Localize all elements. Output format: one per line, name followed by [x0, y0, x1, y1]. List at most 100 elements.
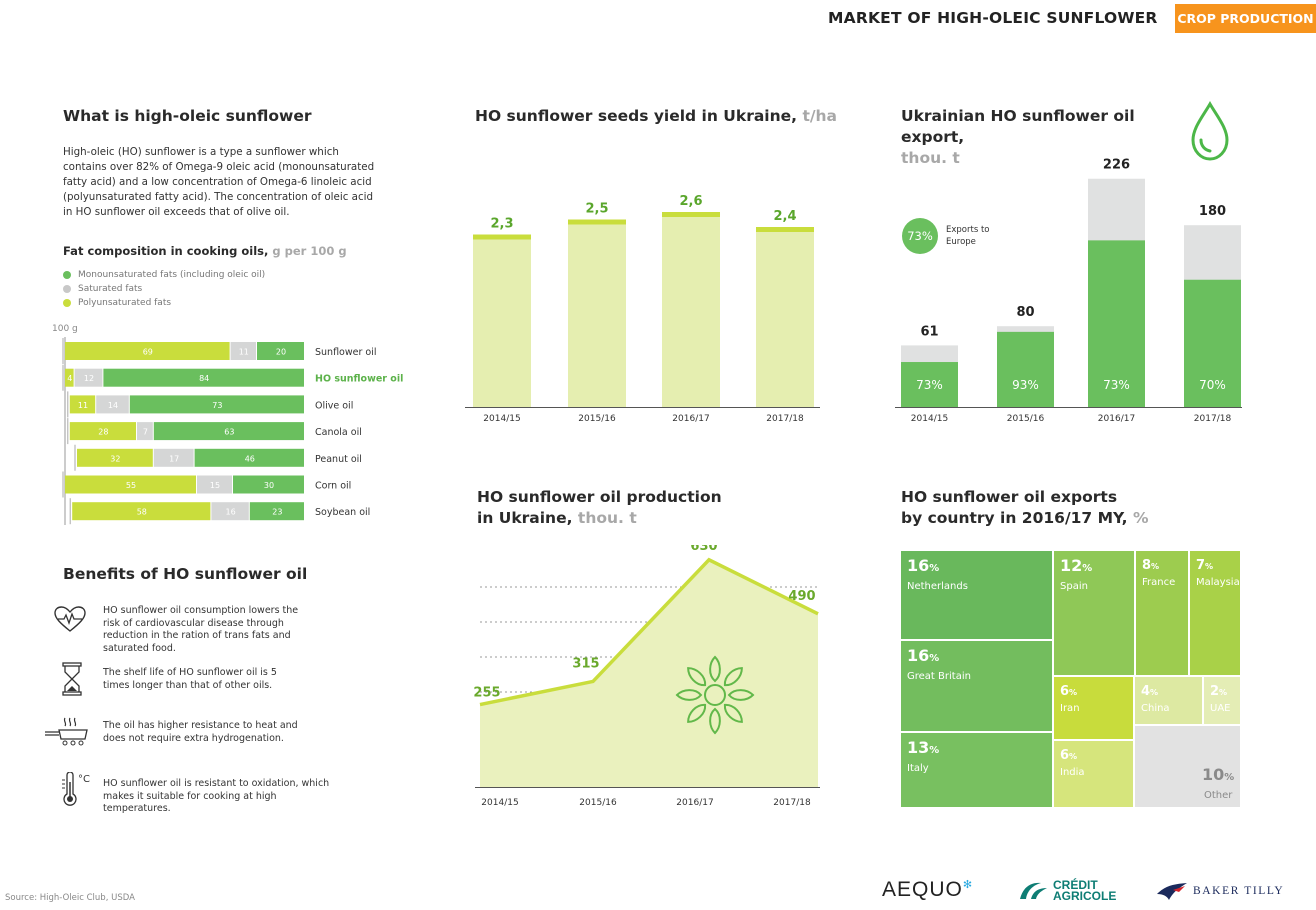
fat-bar-mono: [257, 342, 304, 360]
yield-bar-cap: [473, 234, 531, 240]
treemap-title-line2: by country in 2016/17 MY,: [901, 509, 1128, 527]
export-share-label: 70%: [1199, 378, 1226, 392]
treemap-value-number: 16: [907, 556, 929, 575]
fat-bar-label: 4: [67, 374, 72, 383]
fat-bar-label: 16: [226, 508, 236, 517]
baker-tilly-bird-icon: [1157, 883, 1187, 900]
fat-chart-unit: g per 100 g: [272, 244, 347, 258]
treemap-country-label: Iran: [1060, 703, 1080, 714]
treemap-value-label: 12%: [1060, 556, 1092, 575]
treemap-cell: [1054, 677, 1133, 739]
treemap-title: HO sunflower oil exports by country in 2…: [901, 487, 1148, 529]
treemap-value-number: 6: [1060, 684, 1069, 699]
fat-bar-mono: [233, 475, 304, 494]
legend-label-sat: Saturated fats: [78, 283, 143, 294]
fat-bar-sat: [230, 342, 256, 360]
credit-agricole-text: CRÉDIT AGRICOLE: [1053, 878, 1117, 903]
legend-item-poly: Polyunsaturated fats: [63, 296, 265, 310]
benefits-title: Benefits of HO sunflower oil: [63, 565, 308, 583]
benefit-text-2: The shelf life of HO sunflower oil is 5 …: [103, 667, 277, 691]
benefit-heart-icon-wrap: [52, 605, 88, 633]
aequo-logo[interactable]: AEQUO✻: [882, 878, 973, 902]
fat-bar-sat: [96, 395, 129, 414]
yield-bar-chart: 2,3 2014/15 2,5 2015/16 2,6 2016/17 2,4 2017/18: [465, 194, 820, 424]
yield-value-label: 2,4: [773, 209, 796, 224]
sunflower-petal: [675, 689, 703, 701]
fat-bar-label: 32: [110, 454, 120, 463]
treemap-value-number: 16: [907, 646, 929, 665]
treemap-value-label: 7%: [1196, 558, 1213, 573]
what-is-text: High-oleic (HO) sunflower is a type a su…: [63, 146, 375, 218]
treemap-cell: [1135, 677, 1202, 724]
fat-bar-label: 84: [199, 374, 209, 383]
export-bar-europe: [1184, 279, 1241, 407]
yield-title-text: HO sunflower seeds yield in Ukraine,: [475, 107, 798, 125]
prod-x-tick: 2016/17: [676, 798, 713, 808]
category-badge[interactable]: CROP PRODUCTION: [1175, 4, 1316, 33]
production-area-chart: 255 2014/15 315 2015/16 630 2016/17 490 2017/18: [473, 545, 820, 808]
prod-value-label: 255: [473, 686, 500, 701]
sunflower-petal: [709, 707, 721, 735]
treemap-value-percent: %: [929, 563, 939, 574]
prod-value-label: 630: [690, 545, 717, 554]
treemap-value-percent: %: [1082, 563, 1092, 574]
credit-agricole-logo[interactable]: CRÉDIT AGRICOLE: [1017, 879, 1133, 903]
treemap-country-label: Great Britain: [907, 671, 971, 682]
fat-bar-poly: [65, 342, 230, 360]
fat-bar-mono: [103, 368, 305, 387]
fat-bar-poly: [77, 448, 153, 467]
fat-category-label: Sunflower oil: [315, 347, 377, 358]
fat-bar-label: 14: [108, 401, 118, 410]
treemap-value-number: 2: [1210, 684, 1219, 699]
fat-bar-mono: [153, 422, 304, 441]
treemap-cell: [1136, 551, 1188, 675]
fat-category-label: Soybean oil: [315, 507, 370, 518]
fat-bar-mono: [249, 502, 304, 521]
fat-bar-sat: [137, 422, 153, 441]
fat-bar-label: 23: [272, 508, 282, 517]
treemap-cell: [901, 641, 1052, 731]
yield-x-tick: 2015/16: [578, 414, 616, 424]
export-x-tick: 2014/15: [911, 414, 948, 424]
fat-category-label: Corn oil: [315, 481, 351, 492]
hourglass-icon: [62, 662, 82, 696]
prod-x-tick: 2014/15: [481, 798, 518, 808]
treemap-country-label: Spain: [1060, 581, 1088, 592]
fat-bar-sat: [197, 475, 232, 494]
treemap-value-percent: %: [1069, 688, 1077, 697]
export-chart-title: Ukrainian HO sunflower oil export, thou.…: [901, 106, 1191, 169]
treemap-value-percent: %: [1219, 688, 1227, 697]
yield-bar-cap: [662, 212, 720, 217]
legend-item-sat: Saturated fats: [63, 282, 265, 296]
credit-agricole-mark-icon: [1020, 882, 1047, 899]
fat-bar-label: 58: [137, 508, 147, 517]
treemap-country-label: UAE: [1210, 703, 1230, 714]
treemap-country-label: India: [1060, 767, 1085, 778]
sunflower-icon: [675, 655, 755, 735]
fat-category-label: Canola oil: [315, 427, 362, 438]
fat-category-label: Peanut oil: [315, 454, 362, 465]
legend-swatch-sat: [63, 285, 71, 293]
fat-chart-title-text: Fat composition in cooking oils,: [63, 244, 269, 258]
fat-bar-poly: [69, 422, 136, 441]
treemap-value-label: 16%: [907, 646, 939, 665]
treemap-country-label: France: [1142, 577, 1175, 588]
export-share-label: 93%: [1012, 378, 1039, 392]
treemap-value-percent: %: [1150, 688, 1158, 697]
prod-value-label: 315: [572, 656, 599, 671]
fat-bar-sat: [211, 502, 249, 521]
baker-tilly-logo[interactable]: BAKER TILLY: [1155, 880, 1284, 902]
europe-share-badge-value: 73%: [907, 229, 933, 243]
export-total-label: 61: [920, 324, 938, 339]
export-stacked-chart: 61 73% 2014/15 80 93% 2015/16 226 73% 2016/17 180…: [895, 158, 1242, 424]
export-share-label: 73%: [916, 378, 943, 392]
sunflower-petal: [687, 667, 707, 687]
fat-category-label: HO sunflower oil: [315, 374, 403, 385]
treemap-country-label: Netherlands: [907, 581, 968, 592]
sunflower-petal: [727, 689, 755, 701]
fat-bar-label: 69: [143, 348, 153, 357]
treemap-cell: [1135, 726, 1240, 807]
fat-chart-legend: Monounsaturated fats (including oleic oi…: [63, 268, 265, 310]
sunflower-petal: [723, 667, 743, 687]
export-bar-europe: [901, 362, 958, 407]
